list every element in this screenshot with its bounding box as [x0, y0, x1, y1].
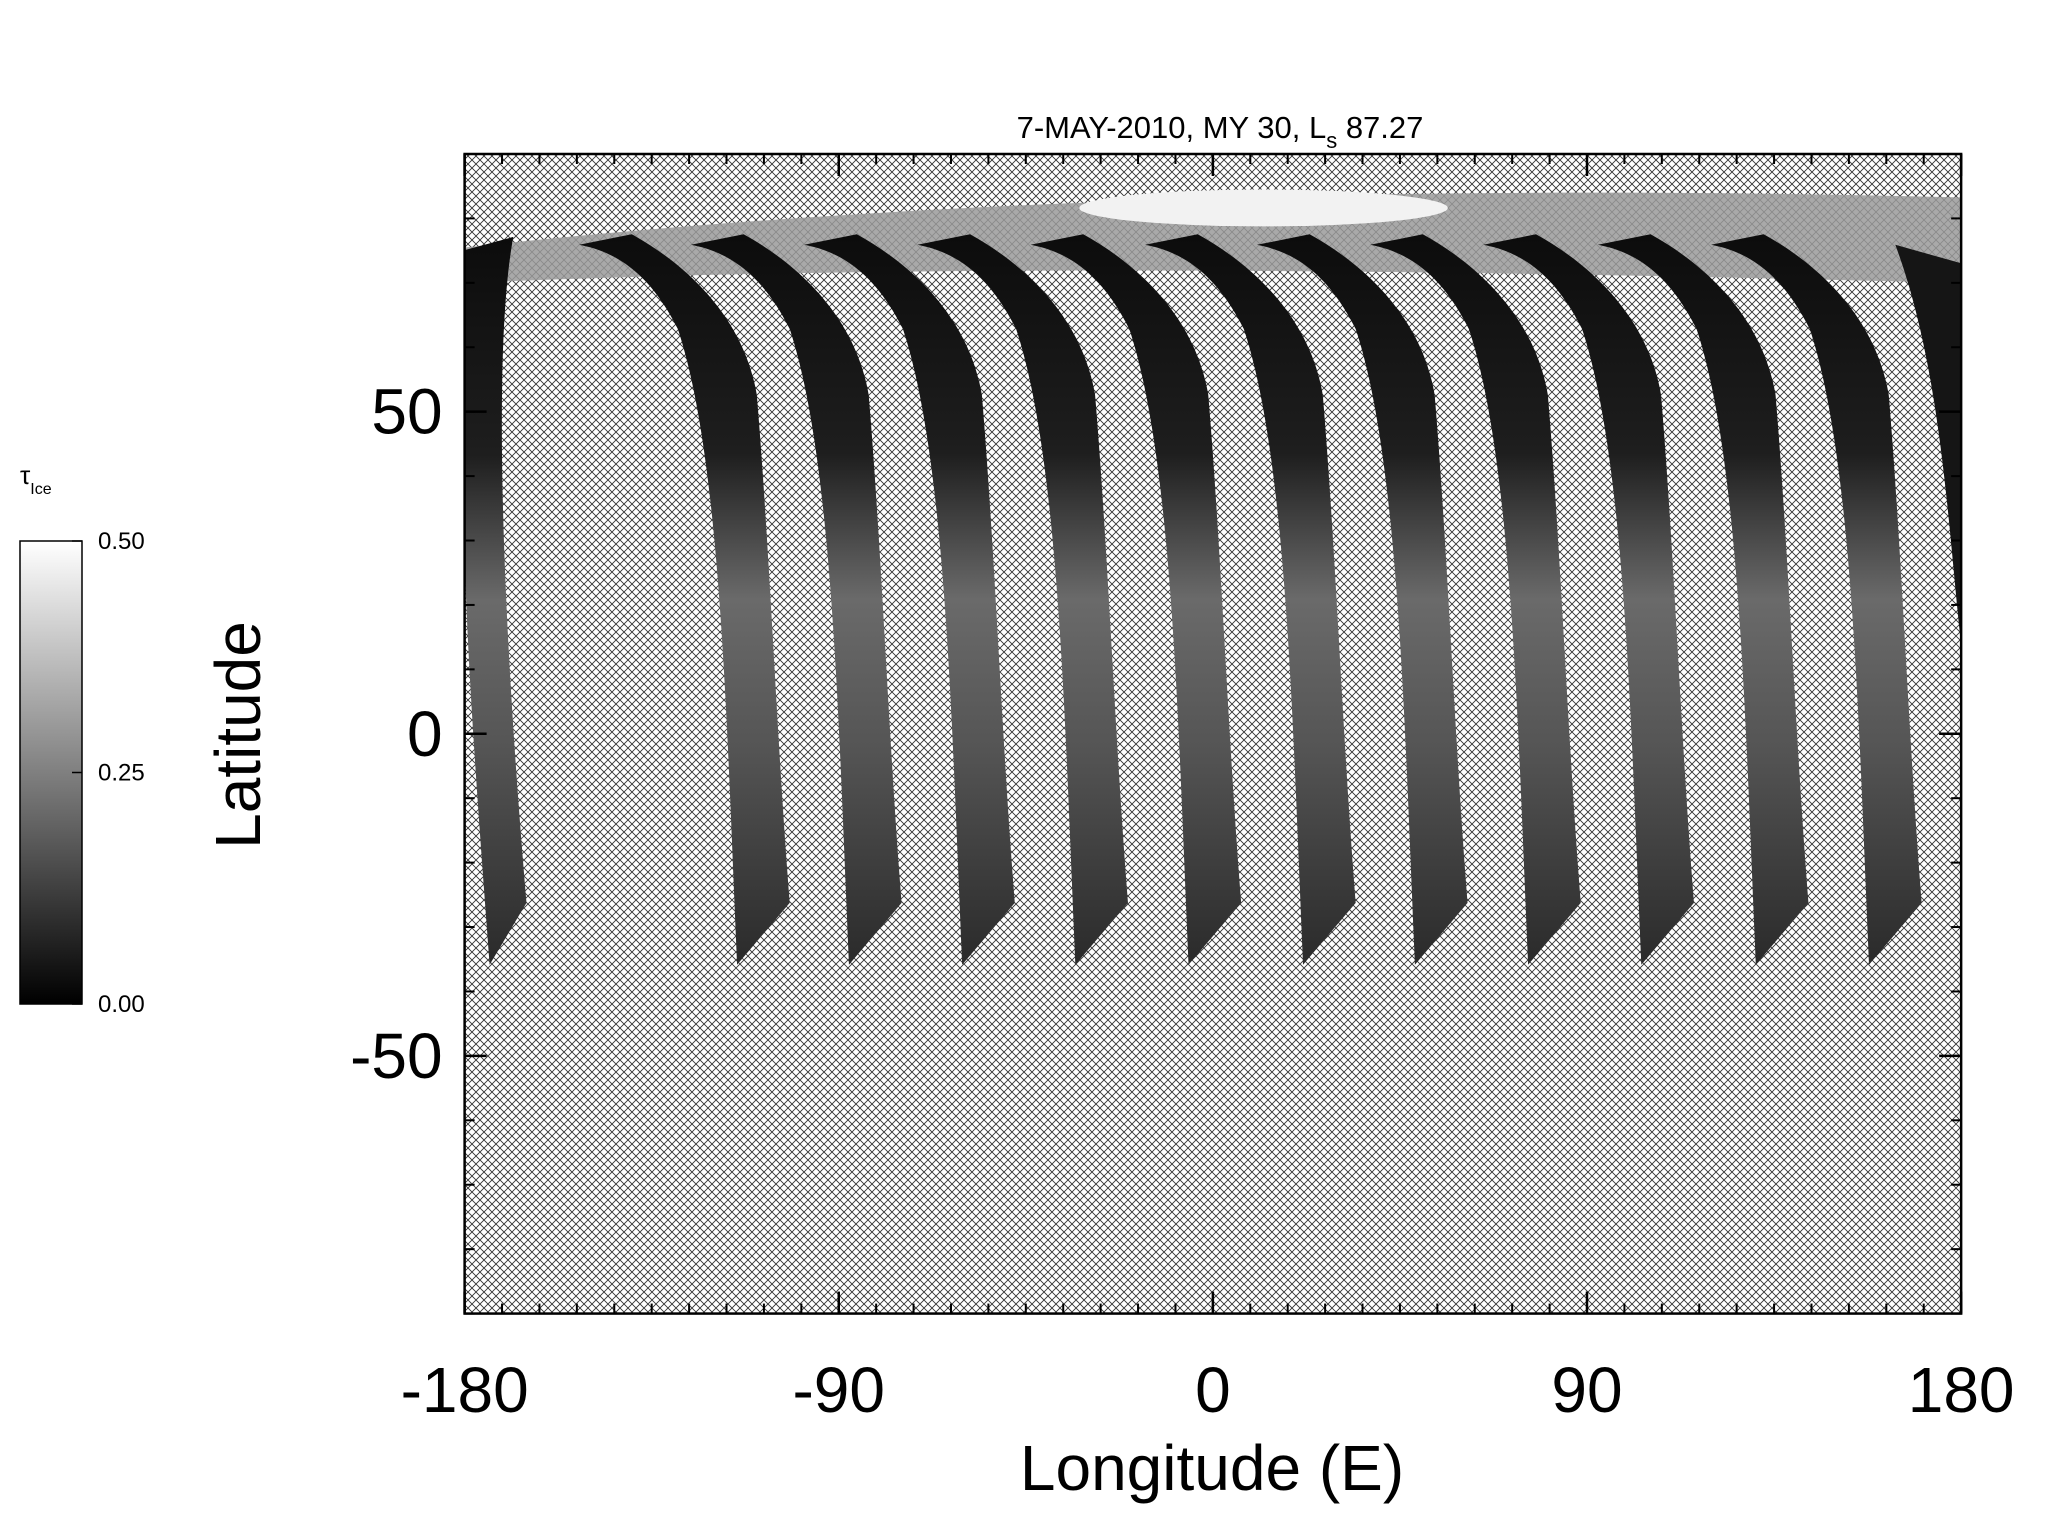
chart-title: 7-MAY-2010, MY 30, Ls 87.27 [1017, 110, 1424, 153]
swath [691, 234, 902, 965]
x-tick-label: -180 [401, 1354, 529, 1426]
colorbar-tick-label: 0.25 [98, 760, 145, 787]
colorbar-symbol: τ [20, 460, 31, 490]
swath [917, 234, 1128, 965]
x-axis-label: Longitude (E) [1020, 1432, 1404, 1504]
swath [1711, 234, 1922, 965]
x-tick-label: 90 [1551, 1354, 1622, 1426]
swath [1370, 234, 1581, 965]
title-suffix: 87.27 [1337, 110, 1423, 145]
swath [1030, 234, 1242, 965]
swath [464, 236, 527, 965]
swath [1145, 234, 1356, 965]
colorbar-tick-label: 0.50 [98, 528, 145, 555]
colorbar-tick-label: 0.00 [98, 991, 145, 1018]
y-axis-label: Latitude [202, 621, 274, 849]
y-tick-label: 0 [407, 698, 443, 770]
swath [1483, 234, 1694, 965]
colorbar-label: τIce [20, 460, 52, 498]
colorbar-subscript: Ice [30, 481, 51, 498]
colorbar [19, 540, 83, 1005]
title-subscript: s [1326, 128, 1337, 153]
swath [804, 234, 1015, 965]
y-tick-label: -50 [350, 1020, 443, 1092]
x-tick-label: -90 [792, 1354, 885, 1426]
x-tick-label: 180 [1908, 1354, 2015, 1426]
x-tick-label: 0 [1195, 1354, 1231, 1426]
swath [1895, 244, 1962, 645]
swath [579, 234, 790, 965]
polar-band [464, 192, 1962, 283]
polar-ice [1079, 189, 1448, 227]
y-tick-label: 50 [371, 376, 442, 448]
title-main: 7-MAY-2010, MY 30, L [1017, 110, 1327, 145]
swath [1256, 234, 1468, 965]
swath [1597, 234, 1809, 965]
